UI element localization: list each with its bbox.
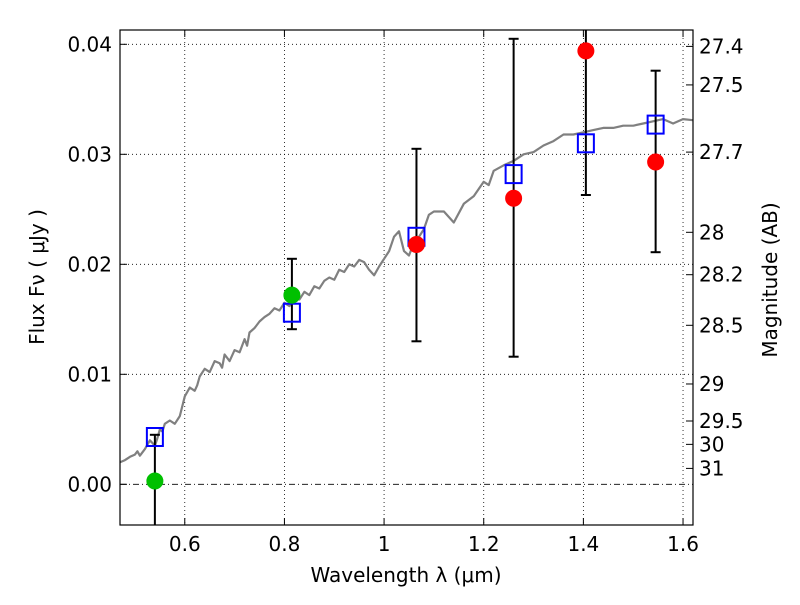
model-photometry-square: [282, 302, 301, 323]
plot-area: [120, 30, 693, 525]
red-data-point: [647, 153, 665, 171]
magnitude-tick-label: 27.4: [699, 34, 744, 58]
y-tick-label: 0.02: [67, 252, 112, 276]
magnitude-tick-label: 28.2: [699, 263, 744, 287]
green-data-point: [283, 286, 301, 304]
red-data-point: [407, 236, 425, 253]
x-tick-label: 0.8: [269, 532, 301, 556]
y-tick-label: 0.03: [67, 142, 112, 166]
magnitude-tick-label: 29.5: [699, 409, 744, 433]
magnitude-tick-label: 28: [699, 220, 724, 244]
model-photometry-square: [646, 114, 665, 135]
y-tick-label: 0.01: [67, 362, 112, 386]
magnitude-tick-label: 29: [699, 372, 724, 396]
red-data-point: [577, 42, 595, 60]
x-tick-label: 1.4: [567, 532, 599, 556]
model-photometry-square: [576, 133, 595, 154]
clipped-plot: [120, 30, 693, 525]
right-axis-label: Magnitude (AB): [758, 202, 782, 357]
magnitude-tick-label: 27.7: [699, 140, 744, 164]
x-tick-label: 1.6: [667, 532, 699, 556]
model-spectrum-line: [120, 117, 693, 464]
x-tick-label: 0.6: [169, 532, 201, 556]
y-tick-label: 0.00: [67, 472, 112, 496]
x-tick-label: 1: [378, 532, 391, 556]
magnitude-tick-label: 27.5: [699, 73, 744, 97]
axis-ticks: 0.6 0.8 1 1.2 1.4 1.6 0.00 0.01 0.02 0.03 0.04 27.4…: [67, 30, 744, 556]
magnitude-tick-label: 31: [699, 456, 724, 480]
y-tick-label: 0.04: [67, 32, 112, 56]
y-axis-label: Flux Fν ( μJy ): [25, 209, 49, 345]
x-tick-label: 1.2: [468, 532, 500, 556]
magnitude-tick-label: 30: [699, 432, 724, 456]
model-photometry-square: [145, 427, 164, 447]
plot-frame: [119, 29, 694, 526]
model-photometry-square: [504, 164, 523, 185]
green-data-point: [146, 472, 164, 490]
x-axis-label: Wavelength λ (μm): [310, 563, 501, 587]
red-data-point: [505, 189, 523, 207]
magnitude-tick-label: 28.5: [699, 313, 744, 337]
grid-lines: [120, 30, 693, 525]
